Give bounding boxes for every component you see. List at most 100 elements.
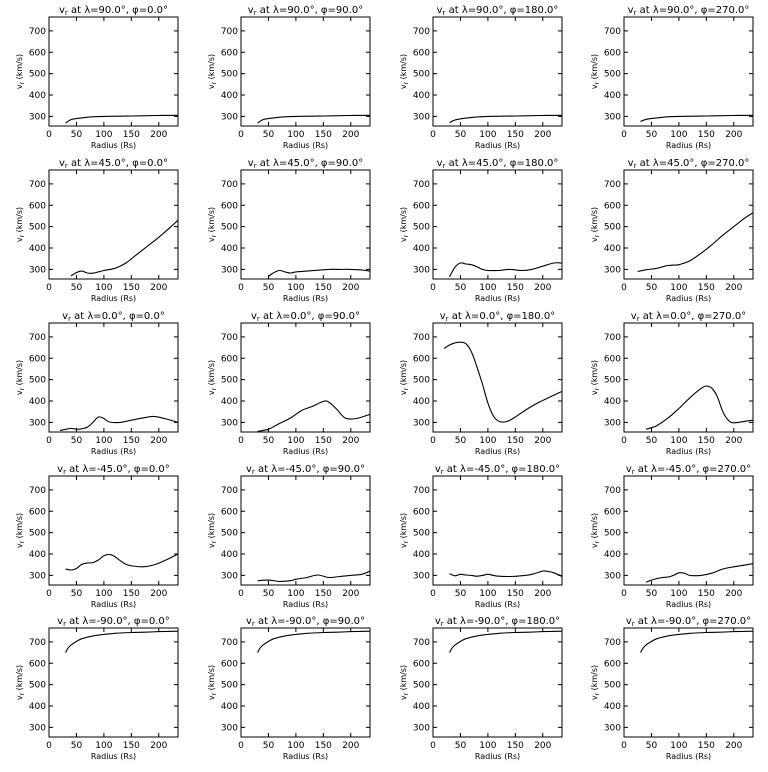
series-line [449,262,563,278]
subplot: vr at λ=-45.0°, φ=90.0° 0 50 100 150 200 300 40… [207,464,371,609]
y-tick-label: 500 [221,70,238,80]
subplot: vr at λ=90.0°, φ=0.0° 0 50 100 150 200 300 400 5… [15,5,179,150]
x-tick-label: 150 [123,436,140,446]
x-axis-label: Radius (Rs) [283,600,328,609]
plot-frame [432,169,563,280]
title-text: at λ=-90.0°, φ=0.0° [66,616,170,627]
ylabel-subscript: r [403,387,410,390]
y-tick-label: 300 [29,418,46,428]
x-tick-label: 0 [46,283,52,293]
title-subscript: r [443,162,446,170]
ylabel-text: (km/s) [15,360,24,388]
y-tick-label: 400 [221,550,238,560]
x-axis-label: Radius (Rs) [91,600,136,609]
plot-frame [240,475,371,586]
y-tick-label: 600 [29,507,46,517]
title-text: at λ=-45.0°, φ=90.0° [255,464,365,475]
subplot-title: vr at λ=45.0°, φ=0.0° [59,158,168,170]
x-tick-label: 200 [342,436,359,446]
y-tick-label: 600 [604,659,621,669]
x-axis-label: Radius (Rs) [283,294,328,303]
ylabel-text: (km/s) [399,665,408,693]
series-line [65,114,179,124]
y-tick-label: 700 [221,486,238,496]
x-tick-label: 50 [646,283,658,293]
ylabel-text: (km/s) [399,360,408,388]
ylabel-text: (km/s) [207,360,216,388]
y-tick-label: 300 [413,418,430,428]
y-tick-label: 700 [604,27,621,37]
x-tick-label: 200 [725,283,742,293]
title-subscript: r [632,620,635,628]
x-tick-label: 150 [698,589,715,599]
subplot-title: vr at λ=-45.0°, φ=270.0° [626,464,751,476]
x-tick-label: 200 [725,436,742,446]
ylabel-subscript: r [403,234,410,237]
title-subscript: r [252,620,255,628]
y-tick-label: 700 [604,333,621,343]
y-tick-label: 400 [413,244,430,254]
title-text: at λ=0.0°, φ=270.0° [640,311,747,322]
x-tick-label: 50 [455,130,467,140]
y-axis-label: vr (km/s) [590,54,601,89]
y-tick-label: 300 [29,723,46,733]
subplot: vr at λ=0.0°, φ=270.0° 0 50 100 150 200 300 400… [590,311,754,456]
x-tick-label: 50 [646,130,658,140]
y-tick-label: 500 [413,223,430,233]
series-line [449,114,563,124]
title-subscript: r [68,315,71,323]
y-axis-label: vr (km/s) [590,207,601,242]
x-tick-label: 0 [621,283,627,293]
y-axis-label: vr (km/s) [590,360,601,395]
ylabel-subscript: r [594,81,601,84]
title-subscript: r [254,162,257,170]
x-tick-label: 0 [621,589,627,599]
y-tick-label: 600 [413,507,430,517]
title-subscript: r [634,162,637,170]
x-tick-label: 200 [534,741,551,751]
x-tick-label: 200 [150,130,167,140]
x-tick-label: 0 [621,741,627,751]
x-tick-label: 50 [71,436,83,446]
title-text: at λ=-90.0°, φ=90.0° [255,616,365,627]
plot-frame [48,169,179,280]
ylabel-text: (km/s) [15,54,24,82]
plot-frame [623,322,754,433]
title-subscript: r [632,468,635,476]
x-tick-label: 100 [95,589,112,599]
x-tick-label: 50 [455,741,467,751]
subplot-title: vr at λ=-45.0°, φ=180.0° [435,464,560,476]
x-tick-label: 100 [287,741,304,751]
ylabel-text: (km/s) [207,665,216,693]
x-tick-label: 0 [238,589,244,599]
y-axis-label: vr (km/s) [399,360,410,395]
series-line [443,341,563,423]
title-subscript: r [65,162,68,170]
title-subscript: r [65,9,68,17]
ylabel-text: (km/s) [399,513,408,541]
ylabel-subscript: r [594,234,601,237]
title-subscript: r [446,315,449,323]
y-tick-label: 400 [29,397,46,407]
y-tick-label: 700 [413,180,430,190]
y-tick-label: 600 [29,354,46,364]
y-tick-label: 700 [221,180,238,190]
subplot-title: vr at λ=90.0°, φ=0.0° [59,5,168,17]
y-tick-label: 400 [221,91,238,101]
ylabel-text: (km/s) [590,513,599,541]
x-tick-label: 100 [287,283,304,293]
ylabel-subscript: r [19,81,26,84]
x-tick-label: 0 [430,589,436,599]
y-tick-label: 600 [221,659,238,669]
x-tick-label: 150 [507,283,524,293]
x-tick-label: 150 [507,589,524,599]
x-tick-label: 100 [479,589,496,599]
y-tick-label: 600 [413,354,430,364]
series-line [449,630,563,653]
subplot-title: vr at λ=-90.0°, φ=180.0° [435,616,560,628]
ylabel-subscript: r [403,540,410,543]
subplot: vr at λ=-45.0°, φ=270.0° 0 50 100 150 200 300 4… [590,464,754,609]
x-tick-label: 200 [725,741,742,751]
title-text: at λ=0.0°, φ=180.0° [449,311,556,322]
series-line [257,630,371,653]
